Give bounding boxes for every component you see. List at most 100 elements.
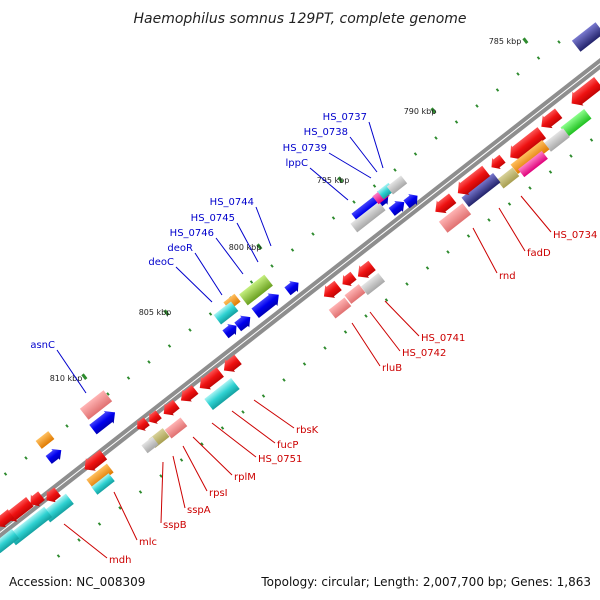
reverse-gene-label[interactable]: mdh xyxy=(109,555,131,566)
gene-block-hs0737[interactable] xyxy=(386,175,408,195)
gene-arrow-hs0742[interactable] xyxy=(338,270,358,290)
reverse-gene-label-text: rpsI xyxy=(209,488,228,499)
gene-block-fucp-cyan[interactable] xyxy=(204,378,240,410)
feature-layer xyxy=(0,22,600,554)
gene-arrow-deoc[interactable] xyxy=(233,311,255,333)
reverse-connector xyxy=(192,436,233,476)
reverse-gene-label[interactable]: rpsI xyxy=(209,488,228,499)
gene-arrow-small-rnd[interactable] xyxy=(487,153,507,173)
gene-block-hs0744[interactable] xyxy=(239,274,273,306)
minor-tick-outer xyxy=(536,56,541,60)
gene-arrow-rnd-b[interactable] xyxy=(430,192,457,218)
gene-arrow-asnc[interactable] xyxy=(88,406,120,436)
gene-block-fadd-olive[interactable] xyxy=(496,167,520,189)
reverse-gene-label[interactable]: rluB xyxy=(382,363,402,374)
gene-block-green[interactable] xyxy=(560,109,592,137)
gene-block-fadd-orange[interactable] xyxy=(510,139,550,175)
reverse-connector xyxy=(369,311,401,352)
gene-block-mlc-orange[interactable] xyxy=(86,463,114,489)
label-connector-layer xyxy=(56,121,552,559)
gene-arrow-hs0751[interactable] xyxy=(176,384,199,407)
forward-gene-label[interactable]: deoC xyxy=(148,257,174,268)
gene-block-fadd-magenta[interactable] xyxy=(518,150,548,178)
gene-arrow-hs0744[interactable] xyxy=(250,288,283,319)
gene-arrow-hs0737[interactable] xyxy=(387,197,408,218)
tick-label: 805 kbp xyxy=(139,308,172,317)
gene-arrow-mlc[interactable] xyxy=(80,448,109,475)
forward-gene-label[interactable]: HS_0746 xyxy=(170,228,214,239)
gene-block-far-left-cyan-b[interactable] xyxy=(0,528,20,554)
reverse-gene-label[interactable]: fadD xyxy=(527,248,551,259)
forward-gene-label[interactable]: asnC xyxy=(30,340,55,351)
forward-gene-label[interactable]: deoR xyxy=(167,243,193,254)
gene-block-left-orange[interactable] xyxy=(35,431,55,449)
reverse-gene-label[interactable]: HS_0751 xyxy=(258,454,302,465)
forward-gene-label[interactable]: lppC xyxy=(286,158,308,169)
forward-gene-label[interactable]: HS_0737 xyxy=(323,112,367,123)
gene-block-top-right[interactable] xyxy=(571,22,600,52)
gene-arrow-rbsk[interactable] xyxy=(219,353,243,377)
reverse-connector xyxy=(182,445,208,492)
gene-block-hs0742-pink[interactable] xyxy=(344,284,366,304)
gene-arrow-hs0741[interactable] xyxy=(353,259,377,283)
forward-gene-label[interactable]: HS_0744 xyxy=(210,197,254,208)
reverse-gene-label[interactable]: rnd xyxy=(499,271,516,282)
gene-arrow-rlub[interactable] xyxy=(319,279,343,303)
reverse-gene-label-text: HS_0751 xyxy=(258,454,302,465)
minor-tick-inner xyxy=(384,298,389,302)
gene-block-hs0741-gray[interactable] xyxy=(360,272,386,296)
gene-block-rnd-pink[interactable] xyxy=(438,203,472,233)
minor-tick-inner xyxy=(200,442,204,446)
minor-tick-outer xyxy=(434,136,438,140)
forward-gene-label[interactable]: HS_0738 xyxy=(304,127,348,138)
reverse-gene-label[interactable]: HS_0741 xyxy=(421,333,465,344)
gene-block-rlub-pink[interactable] xyxy=(328,297,352,319)
gene-arrow-rplm[interactable] xyxy=(159,398,181,420)
gene-block-sspb-gray[interactable] xyxy=(141,436,159,454)
minor-tick-outer xyxy=(270,264,274,268)
gene-arrow-mdh-a[interactable] xyxy=(42,486,62,506)
minor-tick-outer xyxy=(65,424,69,428)
gene-arrow-edge[interactable] xyxy=(0,508,15,532)
gene-block-mlc-cyan[interactable] xyxy=(91,473,115,495)
gene-arrow-far-right[interactable] xyxy=(566,75,600,110)
reverse-connector xyxy=(63,523,108,559)
gene-block-asnc-pink[interactable] xyxy=(79,390,113,420)
reverse-gene-label[interactable]: fucP xyxy=(277,440,298,451)
reverse-gene-label[interactable]: mlc xyxy=(139,537,157,548)
forward-connector xyxy=(328,152,372,179)
gene-arrow-sspa[interactable] xyxy=(133,416,151,434)
reverse-gene-label[interactable]: sspB xyxy=(163,520,187,531)
gene-arrow-left[interactable] xyxy=(44,445,65,466)
gene-arrow-rpsi[interactable] xyxy=(145,409,163,427)
forward-gene-label-text: HS_0739 xyxy=(283,143,327,154)
reverse-gene-label[interactable]: sspA xyxy=(187,505,211,516)
minor-tick-outer xyxy=(208,312,213,316)
gene-arrow-small[interactable] xyxy=(402,190,422,210)
gene-block-rplm-pink[interactable] xyxy=(164,417,188,439)
gene-block-far-left-cyan[interactable] xyxy=(7,506,53,546)
minor-tick-inner xyxy=(487,218,491,222)
gene-arrow-hs0734[interactable] xyxy=(505,126,548,165)
reverse-gene-label[interactable]: rplM xyxy=(234,472,256,483)
gene-block-deoc[interactable] xyxy=(213,301,239,325)
gene-arrow-rnd[interactable] xyxy=(453,164,492,200)
reverse-gene-label[interactable]: rbsK xyxy=(296,425,319,436)
gene-arrow-hs0745[interactable] xyxy=(283,277,303,297)
forward-gene-label-text: lppC xyxy=(286,158,308,169)
gene-arrow-deor[interactable] xyxy=(221,320,241,340)
reverse-gene-label[interactable]: HS_0734 xyxy=(553,230,597,241)
gene-arrow-mdh[interactable] xyxy=(1,495,34,526)
forward-gene-label[interactable]: HS_0745 xyxy=(191,213,235,224)
gene-arrow-mdh-b[interactable] xyxy=(26,490,46,510)
reverse-gene-label[interactable]: HS_0742 xyxy=(402,348,446,359)
gene-block-fadd-navy[interactable] xyxy=(461,172,501,208)
forward-connector xyxy=(236,222,259,263)
gene-block-lppc-gray[interactable] xyxy=(350,201,386,233)
minor-tick-outer xyxy=(331,216,336,220)
gene-block-gray-right[interactable] xyxy=(544,128,570,152)
gene-arrow-hs0734-a[interactable] xyxy=(536,107,563,133)
gene-arrow-fucp[interactable] xyxy=(195,366,225,395)
forward-gene-label[interactable]: HS_0739 xyxy=(283,143,327,154)
